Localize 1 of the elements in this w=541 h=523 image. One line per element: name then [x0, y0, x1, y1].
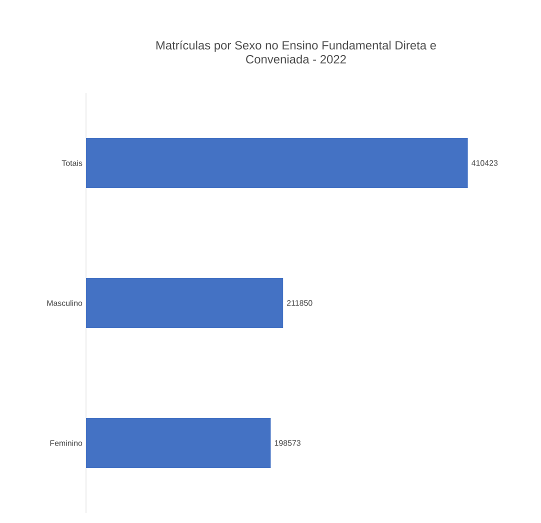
chart-title: Matrículas por Sexo no Ensino Fundamental Direta e Conveniada - 2022 — [156, 40, 436, 64]
